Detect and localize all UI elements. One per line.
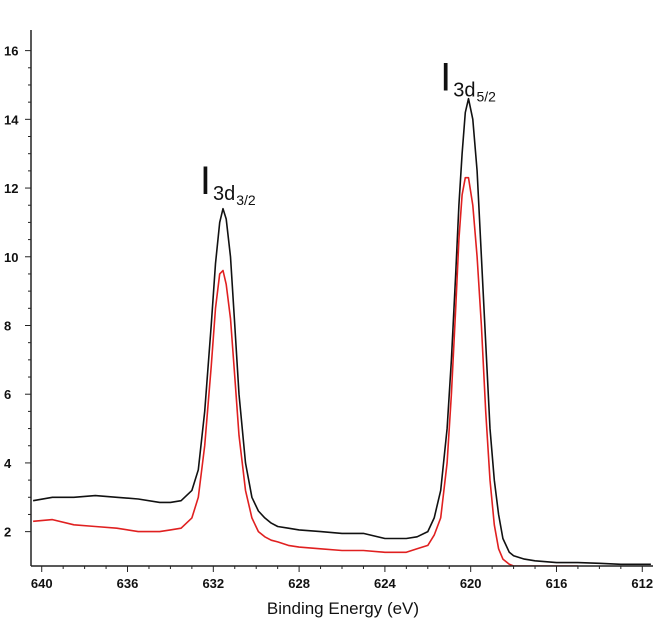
series-line-2	[33, 176, 578, 566]
peak-label-1: I 3d3/2	[200, 159, 256, 208]
y-tick-label: 4	[4, 456, 12, 471]
y-tick-label: 8	[4, 318, 11, 333]
series-line-1	[32, 97, 651, 566]
y-tick-label: 6	[4, 387, 11, 402]
y-tick-label: 14	[4, 112, 19, 127]
y-tick-label: 2	[4, 525, 11, 540]
x-tick-label: 616	[546, 576, 568, 591]
x-tick-label: 624	[374, 576, 396, 591]
peak-label-2: I 3d5/2	[440, 56, 496, 105]
x-tick-label: 636	[117, 576, 139, 591]
x-axis-title: Binding Energy (eV)	[267, 599, 419, 618]
y-tick-label: 12	[4, 181, 18, 196]
x-tick-label: 640	[31, 576, 53, 591]
x-tick-label: 628	[288, 576, 310, 591]
y-tick-label: 16	[4, 44, 18, 59]
x-tick-label: 620	[460, 576, 482, 591]
y-tick-label: 10	[4, 250, 18, 265]
x-tick-label: 632	[202, 576, 224, 591]
x-tick-label: 612	[631, 576, 653, 591]
